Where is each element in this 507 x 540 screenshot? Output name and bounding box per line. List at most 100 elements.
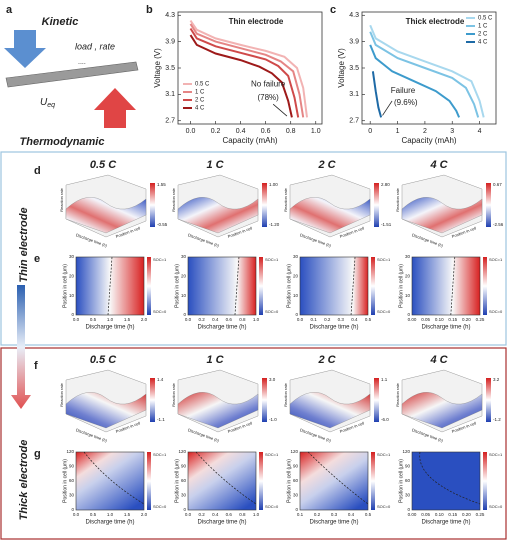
label: Kinetic	[42, 16, 79, 28]
axis-label: Reaction rate	[59, 382, 64, 407]
legend-label: 1 C	[195, 90, 205, 96]
x-tick-label: 0.15	[448, 317, 457, 322]
soc-contour	[195, 451, 257, 505]
x-tick-label: 0.2	[198, 512, 205, 517]
colorbar	[486, 378, 491, 422]
colorbar-label: SOC=0	[265, 504, 279, 509]
soc-contour	[307, 451, 369, 505]
x-axis-label: Discharge time (h)	[197, 325, 246, 331]
y-axis-label: Voltage (V)	[337, 48, 346, 88]
x-tick-label: 0.10	[435, 512, 444, 517]
y-tick-label: 30	[69, 493, 75, 498]
y-tick-label: 60	[69, 478, 75, 483]
colorbar-label: 3.0	[269, 377, 276, 382]
arrow-up	[94, 88, 136, 128]
legend-label: 4 C	[195, 106, 205, 112]
x-tick-label: 0.5	[365, 512, 372, 517]
thick-section	[0, 347, 507, 540]
x-axis-label: Discharge time (h)	[421, 520, 470, 526]
x-tick-label: 0.05	[421, 317, 430, 322]
x-tick-label: 0.15	[448, 512, 457, 517]
x-tick-label: 1.0	[107, 317, 114, 322]
y-tick-label: 60	[181, 478, 187, 483]
x-tick-label: 0.6	[226, 317, 233, 322]
x-tick-label: 1.5	[124, 317, 131, 322]
line-series	[371, 71, 383, 118]
soc-contour	[234, 256, 240, 316]
x-axis-label: Discharge time (h)	[85, 520, 134, 526]
x-tick-label: 0.1	[297, 512, 304, 517]
x-tick-label: 0.10	[435, 317, 444, 322]
colorbar-label: -2.56	[493, 222, 504, 227]
colorbar	[150, 183, 155, 227]
annotation-arrow	[382, 100, 393, 116]
x-tick-label: 0.5	[90, 317, 97, 322]
x-tick-label: 0.4	[236, 128, 246, 135]
annotation: (78%)	[257, 93, 279, 102]
legend-label: 2 C	[478, 32, 488, 38]
panel-letter: b	[146, 4, 153, 16]
colorbar-label: -1.51	[381, 222, 392, 227]
panel-letter: f	[34, 360, 38, 372]
colorbar-label: SOC=0	[489, 309, 503, 314]
surface	[401, 392, 483, 429]
thin-section	[0, 151, 507, 346]
surface	[177, 392, 259, 429]
y-tick-label: 60	[293, 478, 299, 483]
colorbar	[371, 452, 375, 510]
colorbar-label: -0.55	[157, 222, 168, 227]
y-tick-label: 2.7	[165, 118, 175, 125]
x-tick-label: 0.0	[73, 512, 80, 517]
x-tick-label: 0.4	[212, 512, 219, 517]
x-tick-label: 1.5	[124, 512, 131, 517]
y-tick-label: 30	[181, 254, 187, 259]
x-tick-label: 0.0	[297, 317, 304, 322]
transition-arrow	[11, 285, 31, 409]
x-tick-label: 0.00	[408, 512, 417, 517]
y-axis-label: Position in cell (μm)	[286, 459, 292, 503]
colorbar	[259, 257, 263, 315]
y-tick-label: 30	[181, 493, 187, 498]
x-tick-label: 0.5	[90, 512, 97, 517]
colorbar-label: 0.67	[493, 182, 502, 187]
y-tick-label: 10	[181, 293, 187, 298]
x-tick-label: 0.3	[338, 317, 345, 322]
y-tick-label: 90	[181, 464, 187, 469]
soc-contour	[83, 451, 145, 505]
rate-header: 0.5 C	[90, 354, 117, 366]
y-tick-label: 4.3	[165, 12, 175, 19]
rate-header: 2 C	[317, 159, 336, 171]
section-label: Thick electrode	[18, 440, 30, 521]
y-tick-label: 4.3	[349, 12, 359, 19]
y-tick-label: 10	[405, 293, 411, 298]
y-tick-label: 0	[71, 507, 74, 512]
axis-label: Reaction rate	[395, 382, 400, 407]
x-axis-label: Discharge time (h)	[85, 325, 134, 331]
legend-label: 2 C	[195, 98, 205, 104]
colorbar-label: SOC=0	[153, 504, 167, 509]
x-tick-label: 0.25	[476, 512, 485, 517]
annotation: No failure	[251, 80, 286, 89]
colorbar	[150, 378, 155, 422]
x-tick-label: 0.4	[348, 512, 355, 517]
colorbar-label: SOC=1	[489, 452, 503, 457]
line-series	[369, 44, 461, 118]
colorbar-label: -1.0	[269, 417, 277, 422]
rate-header: 0.5 C	[90, 159, 117, 171]
x-tick-label: 0.4	[212, 317, 219, 322]
x-tick-label: 0.8	[239, 512, 246, 517]
y-tick-label: 120	[178, 449, 186, 454]
y-tick-label: 30	[293, 493, 299, 498]
heatmap	[411, 256, 481, 316]
y-tick-label: 20	[181, 274, 187, 279]
rate-header: 4 C	[429, 159, 448, 171]
heatmap	[75, 256, 145, 316]
x-tick-label: 0.20	[462, 317, 471, 322]
y-axis-label: Position in cell (μm)	[174, 264, 180, 308]
x-axis-label: Discharge time (h)	[309, 520, 358, 526]
x-tick-label: 1.0	[253, 512, 260, 517]
colorbar-label: -1.2	[493, 417, 501, 422]
x-tick-label: 4	[478, 128, 482, 135]
colorbar-label: -1.20	[269, 222, 280, 227]
